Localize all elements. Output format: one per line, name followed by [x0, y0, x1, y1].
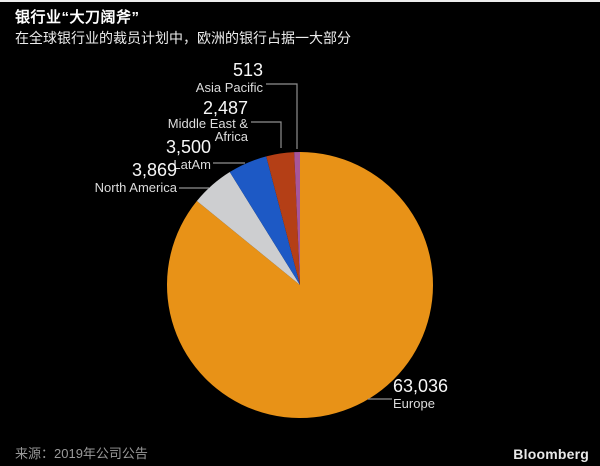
pie-name-europe: Europe	[393, 396, 435, 411]
pie-value-asia-pacific: 513	[232, 60, 263, 80]
pie-name-north-america: North America	[94, 180, 177, 195]
top-border	[0, 0, 600, 2]
source-note: 来源：2019年公司公告	[15, 446, 148, 461]
pie-slice-north-america	[196, 172, 300, 285]
pie-slice-europe	[167, 152, 434, 418]
pie-value-latam: 3,500	[165, 137, 211, 157]
pie-callout-north-america: 3,869 North America	[94, 160, 177, 197]
chart-subtitle: 在全球银行业的裁员计划中，欧洲的银行占据一大部分	[15, 30, 351, 46]
pie-slice-latam	[229, 156, 300, 285]
pie-callout-asia-pacific: 513 Asia Pacific	[195, 60, 263, 97]
pie-callout-latam: 3,500 LatAm	[165, 137, 211, 174]
pie-name-latam: LatAm	[173, 157, 211, 172]
pie-slices	[167, 152, 434, 418]
pie-value-europe: 63,036	[393, 376, 449, 396]
pie-name-middle-east-africa: Middle East & Africa	[167, 116, 248, 144]
bloomberg-logo: Bloomberg	[513, 446, 589, 462]
chart-title: 银行业“大刀阔斧”	[15, 9, 140, 26]
pie-slice-asia-pacific	[294, 152, 300, 285]
pie-name-asia-pacific: Asia Pacific	[195, 80, 263, 95]
leader-line-middle-east-africa	[251, 121, 282, 148]
pie-callout-middle-east-africa: 2,487 Middle East & Africa	[160, 98, 248, 146]
pie-callout-europe: 63,036 Europe	[393, 376, 449, 413]
pie-value-middle-east-africa: 2,487	[202, 98, 248, 118]
pie-value-north-america: 3,869	[131, 160, 177, 180]
pie-slice-middle-east-africa	[266, 152, 300, 285]
leader-line-asia-pacific	[266, 83, 298, 149]
